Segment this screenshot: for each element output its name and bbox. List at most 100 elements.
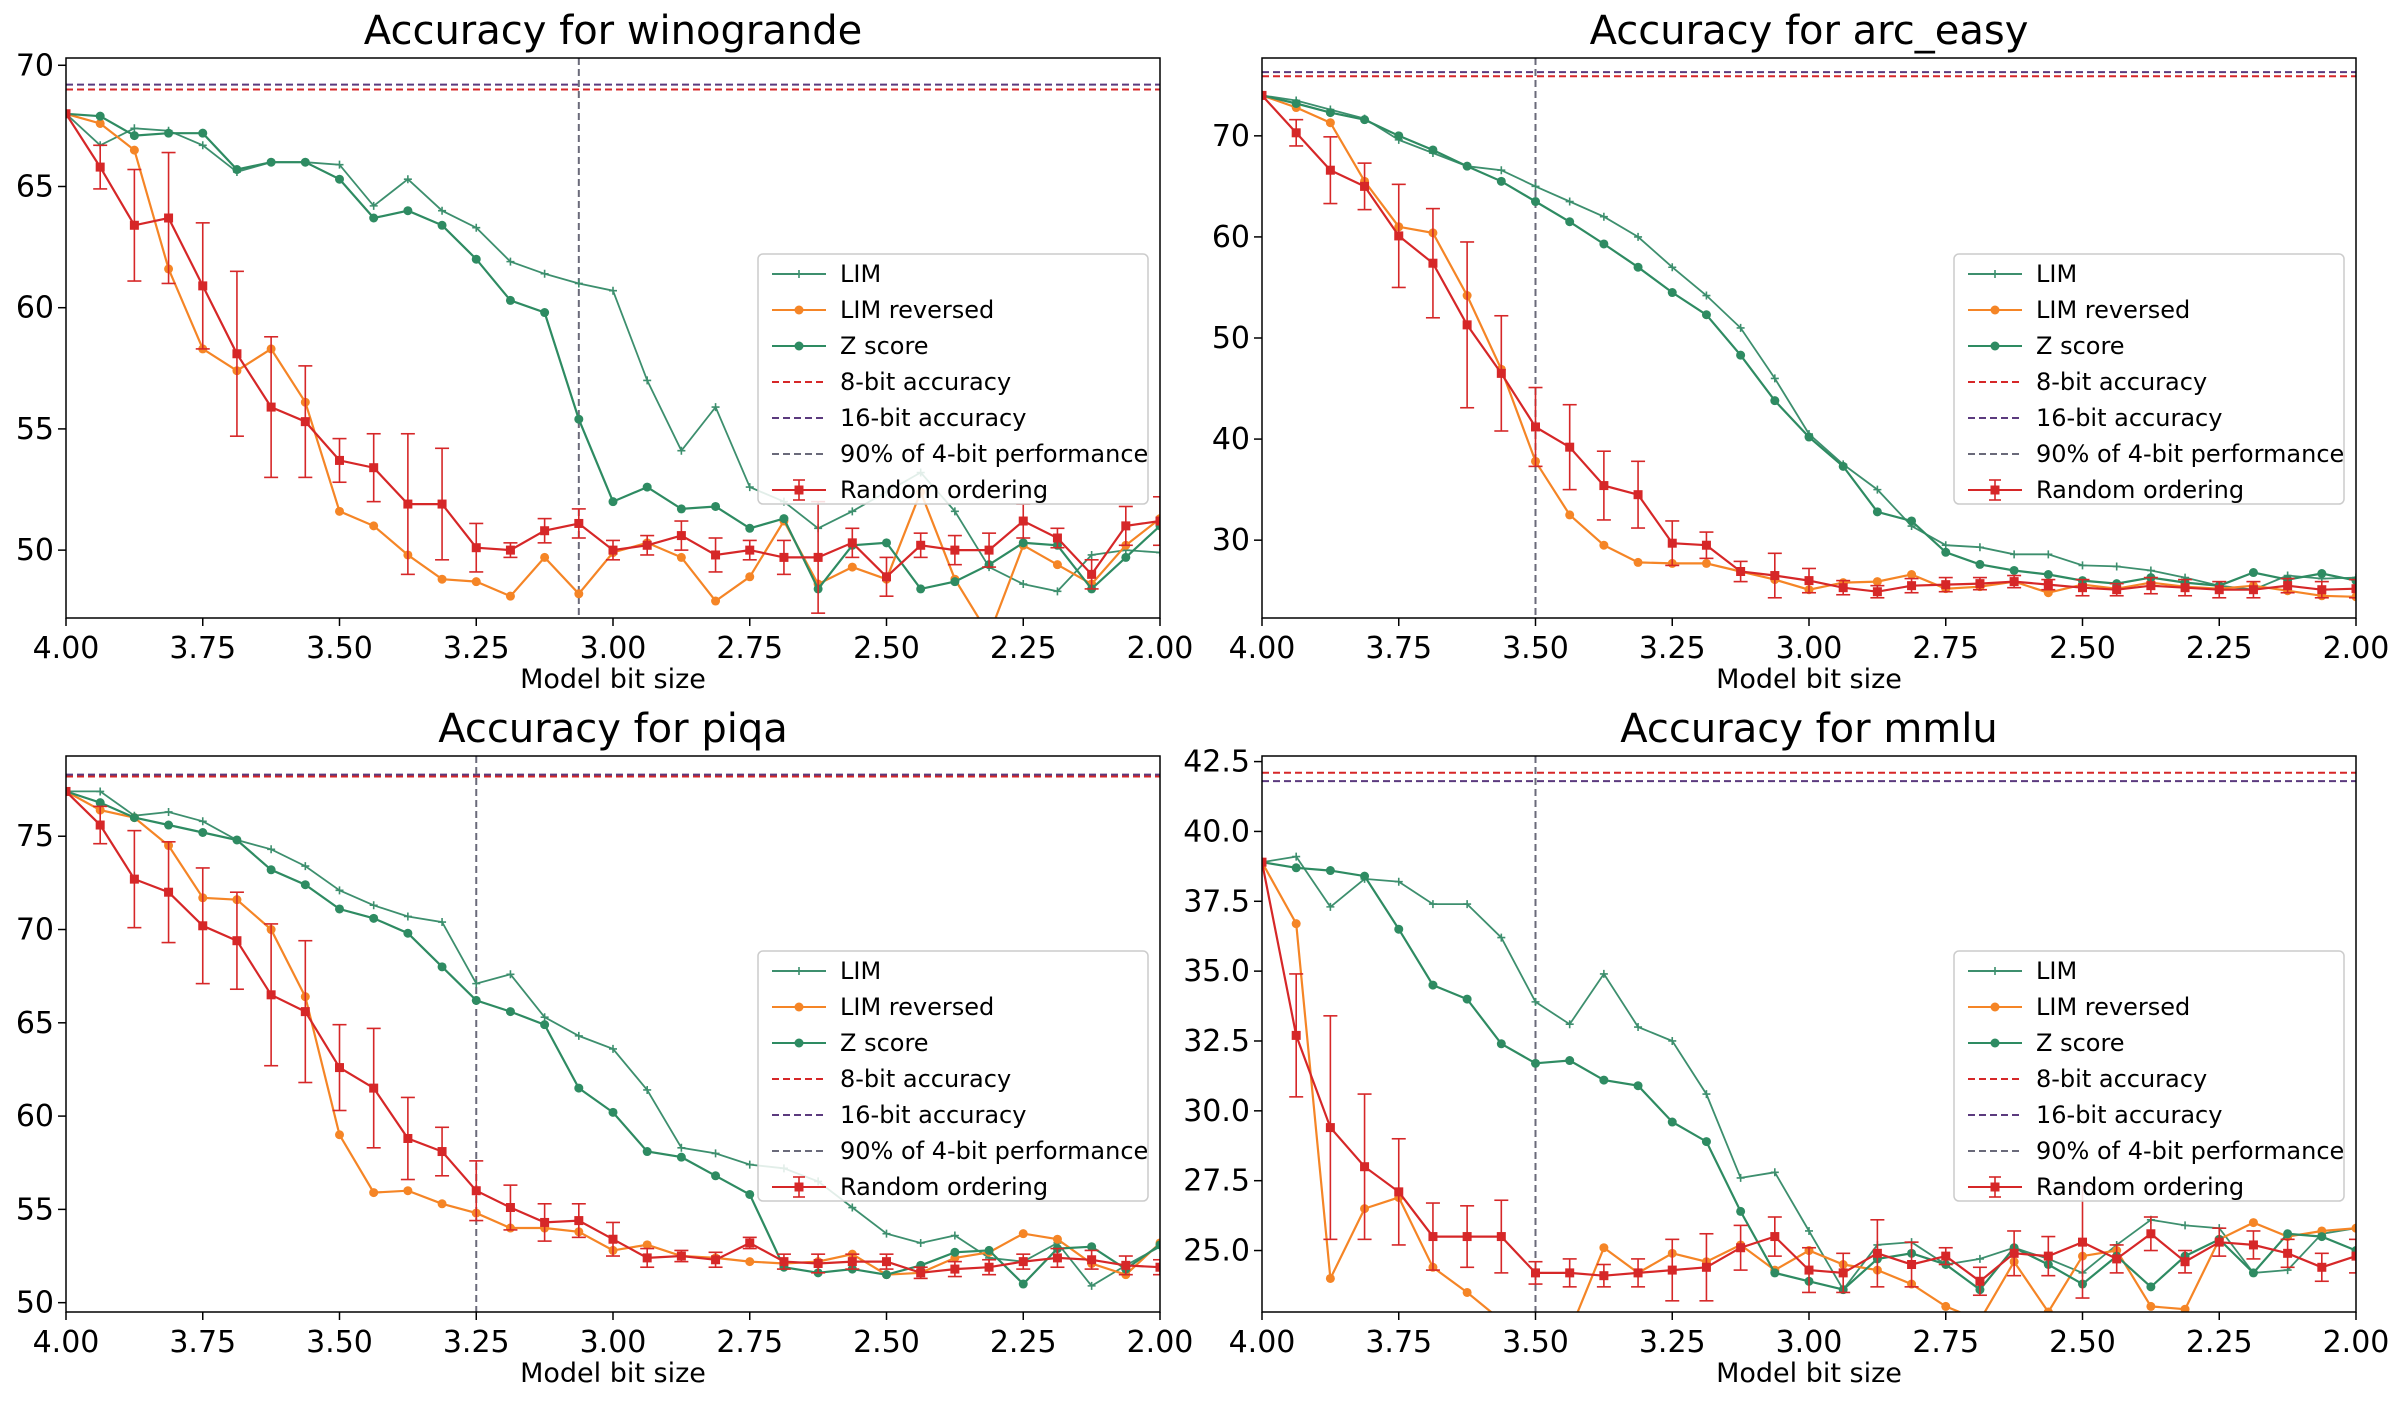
data-point [1565,217,1575,227]
data-point [882,572,891,582]
x-tick-label: 2.00 [1127,631,1194,666]
data-point [2283,581,2293,591]
legend-handle [1968,1176,2022,1198]
data-point [1941,1301,1951,1311]
data-point [1599,239,1609,249]
data-point [1325,1123,1335,1133]
data-point [1292,852,1301,861]
data-point [267,845,276,854]
data-point [676,1152,686,1162]
data-point [1565,1056,1575,1066]
data-point [1496,176,1506,186]
data-point [506,257,515,266]
x-tick-label: 3.75 [1365,631,1432,666]
x-tick-label: 2.25 [2186,631,2253,666]
data-point [1804,1265,1814,1275]
y-tick-label: 70 [16,48,54,83]
y-tick-label: 35.0 [1183,954,1250,989]
data-point [505,1203,515,1213]
legend-label: LIM [2036,260,2077,288]
data-point [1702,1090,1711,1099]
data-point [1087,550,1096,559]
series-random [66,786,1160,1280]
legend-label: 90% of 4-bit performance [840,440,1148,468]
data-point [950,545,960,555]
data-point [677,1143,686,1152]
data-point [745,1160,754,1169]
data-point [438,206,447,215]
data-point [984,1262,994,1272]
x-axis-label: Model bit size [1716,664,1902,695]
data-point [1941,547,1951,557]
data-point [1736,1206,1746,1216]
data-point [574,1031,583,1040]
data-point [1770,571,1780,581]
data-point [574,414,584,424]
data-point [1907,581,1917,591]
data-point [608,497,618,507]
data-point [745,1257,755,1267]
data-point [1633,490,1643,500]
legend-label: 90% of 4-bit performance [2036,1137,2344,1165]
data-point [1053,587,1062,596]
data-point [847,562,857,572]
data-point [164,213,174,223]
data-point [1428,145,1438,155]
data-point [1497,166,1506,175]
data-point [676,552,686,562]
legend-handle [1968,305,2022,315]
data-point [438,918,447,927]
data-point [984,1245,994,1255]
data-point [1087,1242,1097,1252]
data-point [403,206,413,216]
data-point [1291,128,1301,138]
plot-area [1262,58,2356,618]
data-point [2146,1229,2156,1239]
data-point [2078,583,2087,593]
data-point [1838,583,1848,593]
data-point [1633,557,1643,567]
chart-panel-3: Accuracy for piqa Model bit size 4.00 3.75 3… [16,706,1194,1389]
x-tick-label: 3.00 [580,1325,647,1360]
data-point [1838,1268,1848,1278]
data-point [1019,580,1028,589]
data-point [2248,1218,2258,1228]
data-point [369,913,379,923]
data-point [882,1270,891,1280]
data-point [1975,1316,1984,1325]
data-point [2317,1232,2327,1242]
x-tick-label: 2.50 [2049,1325,2116,1360]
data-point [1565,197,1574,206]
data-point [1462,320,1472,330]
data-point [745,1238,755,1248]
data-point [1668,263,1677,272]
data-point [2009,577,2019,587]
data-point [1872,1248,1882,1258]
data-point [164,807,173,816]
data-point [1565,510,1575,520]
data-point [1496,368,1506,378]
data-point [1428,1232,1438,1242]
data-point [1462,994,1472,1004]
data-point [437,962,447,972]
data-point [1941,580,1951,590]
data-point [1872,577,1882,587]
data-point [1736,1173,1745,1182]
data-point [403,175,412,184]
data-point [1736,1243,1746,1253]
data-point [916,584,926,594]
data-point [950,507,959,516]
legend-label: 8-bit accuracy [840,368,1011,396]
data-point [950,1231,959,1240]
x-tick-label: 2.00 [1127,1325,1194,1360]
x-tick-label: 3.50 [306,631,373,666]
data-point [1155,1240,1160,1250]
data-point [1052,560,1062,570]
legend-box [1953,950,2345,1202]
chart-title: Accuracy for arc_easy [1590,8,2029,54]
legend-handle [772,1002,826,1012]
x-tick-label: 2.25 [990,1325,1057,1360]
data-point [335,506,344,516]
data-point [403,1186,413,1196]
x-tick-label: 4.00 [33,1325,100,1360]
